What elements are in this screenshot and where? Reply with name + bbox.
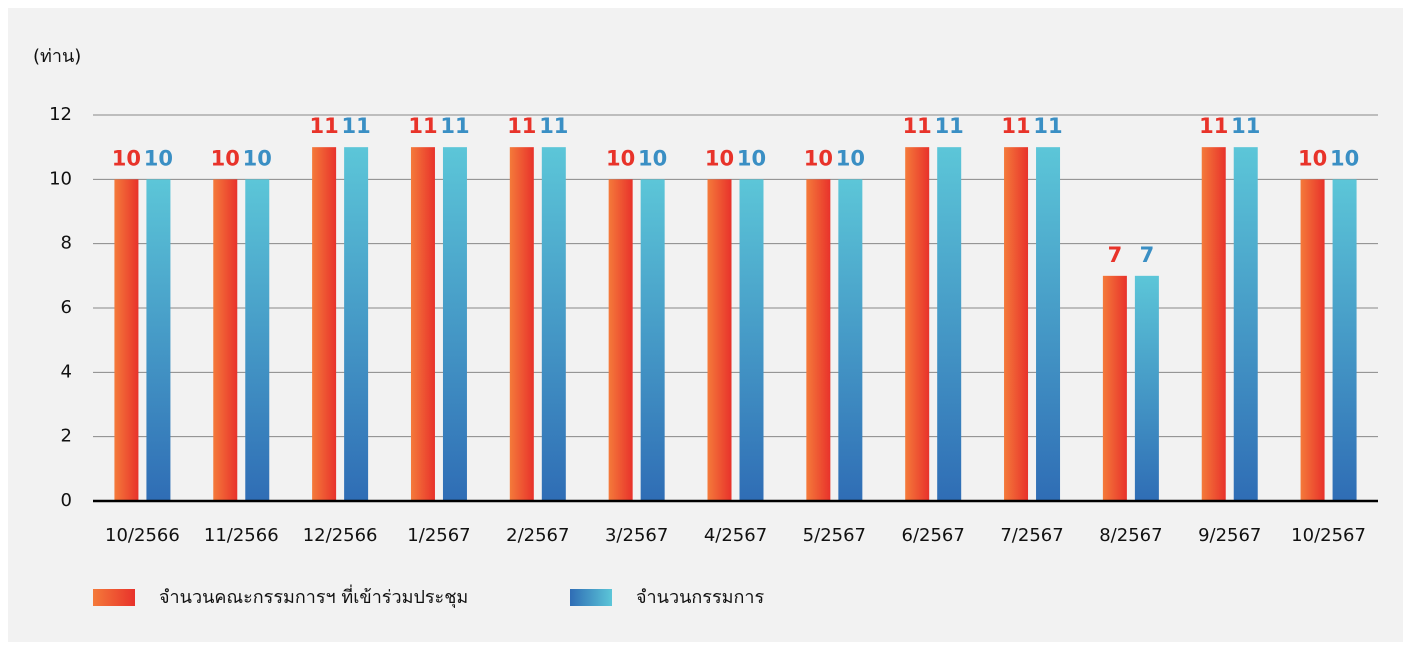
value-label: 10: [144, 146, 173, 170]
bar: [1004, 147, 1029, 501]
bar: [1201, 147, 1226, 501]
value-label: 10: [211, 146, 240, 170]
value-label: 11: [507, 114, 536, 138]
y-tick-label: 10: [49, 168, 72, 189]
value-label: 10: [638, 146, 667, 170]
x-tick-label: 8/2567: [1099, 525, 1162, 546]
bar: [1102, 275, 1127, 501]
value-label: 10: [1330, 146, 1359, 170]
bar: [1233, 147, 1258, 501]
value-label: 11: [1033, 114, 1062, 138]
x-tick-label: 10/2567: [1291, 525, 1366, 546]
value-label: 10: [836, 146, 865, 170]
y-tick-label: 6: [61, 297, 72, 318]
bar: [245, 179, 270, 502]
value-label: 7: [1140, 243, 1155, 267]
bar: [806, 179, 831, 502]
value-label: 7: [1108, 243, 1123, 267]
y-tick-label: 4: [61, 361, 72, 382]
legend-swatch: [93, 589, 135, 606]
legend-label: จำนวนกรรมการ: [636, 587, 764, 608]
x-tick-label: 6/2567: [902, 525, 965, 546]
bar: [114, 179, 139, 502]
value-label: 10: [804, 146, 833, 170]
x-tick-label: 2/2567: [506, 525, 569, 546]
bar: [640, 179, 665, 502]
value-label: 11: [309, 114, 338, 138]
y-tick-label: 0: [61, 490, 72, 511]
x-tick-label: 9/2567: [1198, 525, 1261, 546]
y-tick-label: 12: [49, 104, 72, 125]
bar: [937, 147, 962, 501]
value-label: 10: [606, 146, 635, 170]
value-label: 11: [539, 114, 568, 138]
bar: [1300, 179, 1325, 502]
x-tick-label: 10/2566: [105, 525, 180, 546]
bar: [410, 147, 435, 501]
value-label: 11: [1001, 114, 1030, 138]
legend-label: จำนวนคณะกรรมการฯ ที่เข้าร่วมประชุม: [159, 584, 468, 608]
value-label: 10: [737, 146, 766, 170]
bar: [541, 147, 566, 501]
bar: [739, 179, 764, 502]
panel: [8, 8, 1403, 642]
value-label: 10: [112, 146, 141, 170]
value-label: 11: [903, 114, 932, 138]
value-label: 11: [341, 114, 370, 138]
value-label: 10: [243, 146, 272, 170]
bar: [838, 179, 863, 502]
bar: [905, 147, 930, 501]
bar: [213, 179, 238, 502]
value-label: 11: [1231, 114, 1260, 138]
bar: [1134, 275, 1159, 501]
value-label: 10: [1298, 146, 1327, 170]
x-tick-label: 7/2567: [1000, 525, 1063, 546]
y-tick-label: 8: [61, 233, 72, 254]
value-label: 11: [935, 114, 964, 138]
x-tick-label: 1/2567: [407, 525, 470, 546]
value-label: 11: [1199, 114, 1228, 138]
x-tick-label: 11/2566: [204, 525, 279, 546]
x-tick-label: 3/2567: [605, 525, 668, 546]
bar: [146, 179, 171, 502]
value-label: 11: [440, 114, 469, 138]
bar: [707, 179, 732, 502]
x-tick-label: 12/2566: [303, 525, 378, 546]
bar: [1332, 179, 1357, 502]
y-tick-label: 2: [61, 426, 72, 447]
bar: [312, 147, 337, 501]
value-label: 10: [705, 146, 734, 170]
x-tick-label: 5/2567: [803, 525, 866, 546]
bar: [442, 147, 467, 501]
legend-swatch: [570, 589, 612, 606]
y-axis-label: (ท่าน): [33, 46, 81, 67]
value-label: 11: [408, 114, 437, 138]
bar: [608, 179, 633, 502]
bar: [1036, 147, 1061, 501]
x-tick-label: 4/2567: [704, 525, 767, 546]
bar: [344, 147, 369, 501]
bar: [509, 147, 534, 501]
